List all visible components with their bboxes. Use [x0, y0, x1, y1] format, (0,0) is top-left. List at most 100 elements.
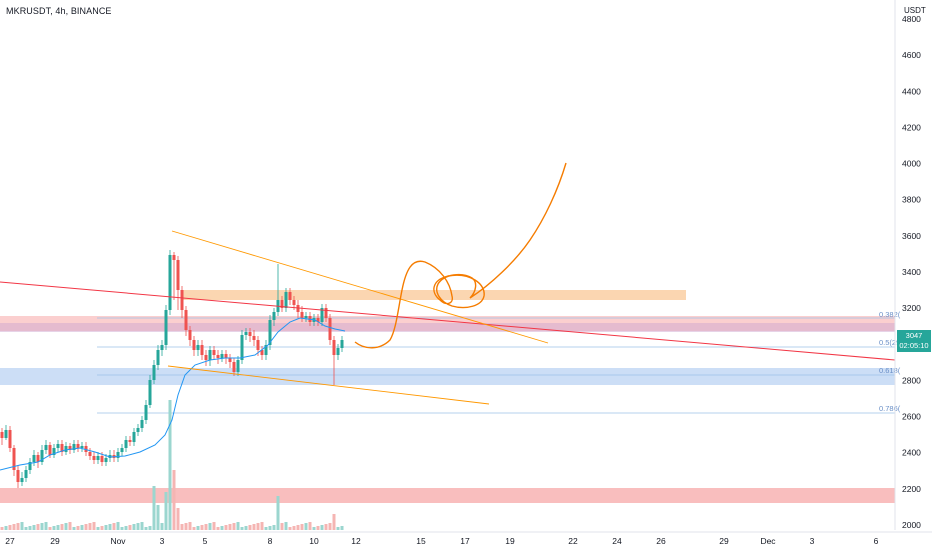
candle-body — [16, 470, 20, 482]
price-tick-label: 4400 — [902, 86, 921, 96]
volume-bar — [96, 527, 100, 530]
volume-bar — [116, 522, 120, 530]
fib-0382-label: 0.382( — [879, 310, 901, 319]
price-tick-label: 4800 — [902, 14, 921, 24]
volume-bar — [128, 525, 132, 530]
candle-body — [228, 358, 232, 362]
volume-bar — [288, 527, 292, 530]
price-tick-label: 3200 — [902, 303, 921, 313]
candle-body — [260, 350, 264, 355]
time-tick-label: 12 — [351, 536, 361, 546]
candle-body — [176, 260, 180, 290]
volume-bar — [328, 523, 332, 530]
volume-bar — [192, 527, 196, 530]
volume-bar — [236, 522, 240, 530]
candle-body — [12, 448, 16, 470]
candle-body — [28, 462, 32, 470]
price-tick-label: 2000 — [902, 520, 921, 530]
volume-bar — [60, 524, 64, 530]
currency-label[interactable]: USDT — [904, 6, 926, 15]
candle-body — [8, 430, 12, 448]
symbol-title[interactable]: MKRUSDT, 4h, BINANCE — [6, 6, 112, 16]
volume-bar — [304, 523, 308, 530]
volume-bar — [276, 496, 280, 530]
volume-bar — [292, 526, 296, 530]
candle-body — [80, 446, 84, 448]
candle-body — [340, 340, 344, 348]
candle-body — [236, 360, 240, 372]
price-tick-label: 3400 — [902, 267, 921, 277]
volume-bar — [216, 527, 220, 530]
candle-body — [188, 330, 192, 340]
bottom-zone — [0, 488, 895, 503]
projection-drawing — [354, 162, 567, 349]
candle-body — [64, 446, 68, 452]
candle-body — [184, 310, 188, 330]
price-axis[interactable]: 4800460044004200400038003600340032003000… — [902, 14, 921, 530]
volume-bar — [148, 526, 152, 530]
volume-bar — [68, 522, 72, 530]
candle-body — [160, 345, 164, 350]
volume-bar — [200, 525, 204, 530]
time-axis[interactable]: 27 29 Nov 3 5 8 10 12 15 17 19 22 24 26 29 Dec 3 6 — [5, 536, 878, 546]
volume-bar — [340, 526, 344, 530]
moving-average-line — [0, 317, 346, 471]
long-trend-line — [0, 281, 896, 361]
candle-body — [196, 345, 200, 350]
time-tick-label: 5 — [203, 536, 208, 546]
volume-bar — [20, 522, 24, 530]
support-zone — [0, 368, 895, 385]
volume-bar — [240, 527, 244, 530]
upper-wedge-line — [171, 230, 549, 344]
volume-bar — [0, 527, 4, 530]
volume-bar — [272, 525, 276, 530]
volume-bar — [176, 508, 180, 530]
volume-bar — [180, 524, 184, 530]
candle-body — [164, 310, 168, 345]
volume-bar — [160, 523, 164, 530]
time-tick-label: 24 — [612, 536, 622, 546]
volume-bar — [300, 524, 304, 530]
price-tick-label: 3800 — [902, 195, 921, 205]
price-tick-label: 4200 — [902, 122, 921, 132]
volume-bar — [152, 486, 156, 530]
volume-bar — [84, 524, 88, 530]
resistance-zone-purple — [0, 323, 895, 332]
candle-body — [268, 320, 272, 345]
volume-bar — [324, 524, 328, 530]
volume-bar — [4, 526, 8, 530]
candle-body — [336, 348, 340, 355]
candle-body — [56, 444, 60, 448]
lower-wedge-line — [167, 365, 490, 405]
candle-body — [84, 446, 88, 452]
time-tick-label: 22 — [568, 536, 578, 546]
candle-body — [104, 458, 108, 462]
fib-0786-label: 0.786( — [879, 404, 901, 413]
candle-body — [24, 470, 28, 478]
volume-bar — [32, 525, 36, 530]
volume-bar — [184, 523, 188, 530]
volume-bar — [252, 524, 256, 530]
volume-bar — [36, 524, 40, 530]
volume-bar — [228, 524, 232, 530]
volume-bar — [72, 527, 76, 530]
volume-bar — [140, 522, 144, 530]
candle-body — [172, 255, 176, 260]
candle-body — [244, 332, 248, 335]
candle-body — [212, 350, 216, 355]
candle-body — [96, 456, 100, 460]
time-tick-label: 29 — [50, 536, 60, 546]
candle-body — [152, 365, 156, 380]
volume-bar — [264, 527, 268, 530]
time-tick-label: 6 — [874, 536, 879, 546]
volume-bar — [108, 524, 112, 530]
candle-body — [292, 300, 296, 305]
volume-bar — [144, 527, 148, 530]
candle-body — [220, 354, 224, 358]
candle-body — [200, 345, 204, 355]
price-tick-label: 4600 — [902, 50, 921, 60]
candle-body — [288, 292, 292, 300]
volume-bar — [260, 522, 264, 530]
